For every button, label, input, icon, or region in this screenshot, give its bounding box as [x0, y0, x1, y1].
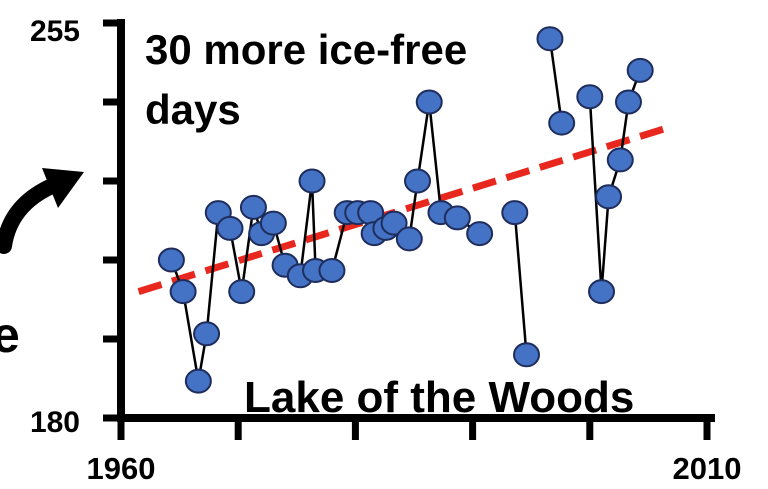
- series-line-segment: [548, 38, 563, 124]
- x-tick-label-end: 2010: [673, 451, 742, 486]
- data-point: [576, 84, 604, 110]
- lake-label: Lake of the Woods: [244, 373, 634, 422]
- data-point: [184, 368, 212, 394]
- arrow-head-icon: [42, 168, 84, 208]
- y-tick-label-top: 255: [30, 15, 80, 48]
- trend-line-segment: [137, 124, 668, 295]
- data-point: [548, 110, 576, 136]
- series-line-segment: [513, 212, 528, 355]
- data-point: [501, 200, 529, 226]
- data-point: [588, 279, 616, 305]
- data-point: [216, 215, 244, 241]
- data-point: [443, 205, 471, 231]
- data-point: [259, 210, 287, 236]
- series-markers: [157, 26, 654, 394]
- data-point: [193, 321, 221, 347]
- data-point: [626, 57, 654, 83]
- data-point: [298, 168, 326, 194]
- data-point: [157, 247, 185, 273]
- headline-line-1: 30 more ice-free: [145, 26, 467, 73]
- data-point: [415, 89, 443, 115]
- data-point: [239, 194, 267, 220]
- data-point: [404, 168, 432, 194]
- data-point: [536, 26, 564, 52]
- axes: [103, 19, 715, 440]
- curved-arrow-icon: [0, 178, 60, 254]
- data-point: [380, 210, 408, 236]
- x-tick-label-start: 1960: [87, 451, 156, 486]
- data-point: [614, 89, 642, 115]
- data-point: [513, 342, 541, 368]
- data-point: [228, 279, 256, 305]
- data-point: [466, 221, 494, 247]
- data-point: [595, 184, 623, 210]
- data-point: [318, 258, 346, 284]
- data-point: [169, 279, 197, 305]
- trend-line: [137, 124, 668, 295]
- headline-line-2: days: [145, 86, 241, 133]
- data-point: [395, 226, 423, 252]
- data-point: [606, 147, 634, 173]
- cut-off-letter: e: [0, 307, 20, 363]
- y-tick-label-bottom: 180: [30, 406, 80, 439]
